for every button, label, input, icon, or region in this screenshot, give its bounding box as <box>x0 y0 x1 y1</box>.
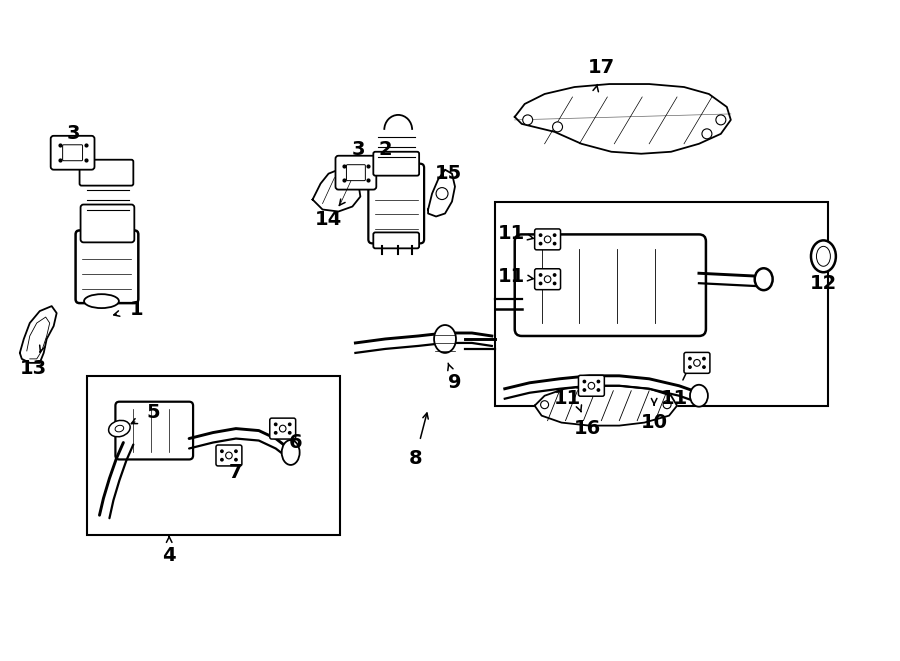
Circle shape <box>703 358 706 360</box>
Circle shape <box>539 243 542 245</box>
Text: 10: 10 <box>641 413 668 432</box>
FancyBboxPatch shape <box>76 231 139 303</box>
Text: 11: 11 <box>661 389 688 408</box>
Ellipse shape <box>694 360 700 366</box>
Ellipse shape <box>690 385 708 407</box>
Circle shape <box>274 432 277 434</box>
FancyBboxPatch shape <box>63 145 83 161</box>
FancyBboxPatch shape <box>515 235 706 336</box>
FancyBboxPatch shape <box>374 152 419 176</box>
FancyBboxPatch shape <box>368 164 424 243</box>
Circle shape <box>289 423 291 426</box>
Ellipse shape <box>816 247 831 266</box>
Text: 3: 3 <box>67 124 80 143</box>
Circle shape <box>716 115 725 125</box>
Circle shape <box>289 432 291 434</box>
Circle shape <box>688 366 691 368</box>
Bar <box>495 202 828 406</box>
Ellipse shape <box>109 420 130 437</box>
FancyBboxPatch shape <box>374 233 419 249</box>
Circle shape <box>220 450 223 452</box>
Text: 17: 17 <box>588 58 615 77</box>
Ellipse shape <box>226 452 232 459</box>
Text: 9: 9 <box>448 373 462 392</box>
FancyBboxPatch shape <box>684 352 710 373</box>
Ellipse shape <box>282 440 300 465</box>
Circle shape <box>703 366 706 368</box>
Polygon shape <box>20 306 57 363</box>
Circle shape <box>523 115 533 125</box>
FancyBboxPatch shape <box>270 418 296 439</box>
Text: 11: 11 <box>554 389 581 408</box>
Circle shape <box>235 459 237 461</box>
Text: 5: 5 <box>147 403 160 422</box>
Circle shape <box>274 423 277 426</box>
Circle shape <box>220 459 223 461</box>
FancyBboxPatch shape <box>535 229 561 250</box>
Text: 16: 16 <box>574 419 601 438</box>
FancyBboxPatch shape <box>579 375 604 396</box>
Circle shape <box>598 380 599 383</box>
Circle shape <box>553 122 562 132</box>
FancyBboxPatch shape <box>79 160 133 186</box>
Ellipse shape <box>279 425 286 432</box>
Text: 15: 15 <box>435 164 462 183</box>
Text: 3: 3 <box>352 140 365 159</box>
Circle shape <box>598 389 599 391</box>
Circle shape <box>583 389 586 391</box>
Ellipse shape <box>544 276 551 283</box>
Circle shape <box>554 274 556 276</box>
Text: 14: 14 <box>315 210 342 229</box>
Text: 2: 2 <box>379 140 392 159</box>
Text: 13: 13 <box>20 360 48 378</box>
Circle shape <box>554 243 556 245</box>
Text: 1: 1 <box>130 299 143 319</box>
Circle shape <box>436 188 448 200</box>
Ellipse shape <box>84 294 119 308</box>
Ellipse shape <box>755 268 772 290</box>
Text: 12: 12 <box>810 274 837 293</box>
FancyBboxPatch shape <box>216 445 242 466</box>
FancyBboxPatch shape <box>115 402 194 459</box>
FancyBboxPatch shape <box>81 204 134 243</box>
Circle shape <box>539 282 542 285</box>
Text: 7: 7 <box>230 463 243 482</box>
Polygon shape <box>428 170 455 217</box>
Circle shape <box>539 274 542 276</box>
Ellipse shape <box>811 241 836 272</box>
Circle shape <box>663 401 671 408</box>
FancyBboxPatch shape <box>346 165 365 180</box>
Circle shape <box>702 129 712 139</box>
Polygon shape <box>515 84 731 154</box>
Circle shape <box>583 380 586 383</box>
Polygon shape <box>535 386 677 426</box>
Text: 8: 8 <box>409 449 422 468</box>
FancyBboxPatch shape <box>535 269 561 290</box>
FancyBboxPatch shape <box>336 156 376 190</box>
Circle shape <box>541 401 549 408</box>
Ellipse shape <box>588 382 595 389</box>
Bar <box>86 376 340 535</box>
Text: 6: 6 <box>289 433 302 452</box>
Text: 11: 11 <box>498 267 526 286</box>
Circle shape <box>554 282 556 285</box>
Circle shape <box>539 234 542 237</box>
Ellipse shape <box>115 425 123 432</box>
Circle shape <box>554 234 556 237</box>
Polygon shape <box>312 170 360 212</box>
Circle shape <box>235 450 237 452</box>
Text: 11: 11 <box>498 224 526 243</box>
Circle shape <box>688 358 691 360</box>
Text: 4: 4 <box>162 545 176 564</box>
FancyBboxPatch shape <box>50 136 94 170</box>
Ellipse shape <box>434 325 456 353</box>
Ellipse shape <box>544 236 551 243</box>
